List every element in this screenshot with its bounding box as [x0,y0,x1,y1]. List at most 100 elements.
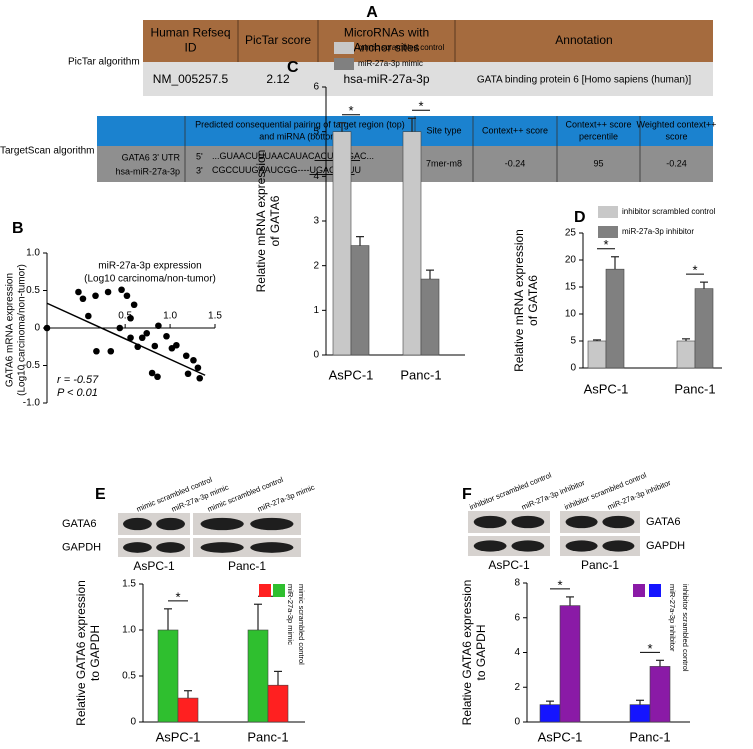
table-header-text: Context++ score [565,119,631,129]
x-tick-label: 1.0 [163,311,177,322]
y-tick-label: 10 [565,309,577,320]
scatter-point [43,324,51,332]
trend-line [46,302,206,376]
panel-letter: E [95,486,106,503]
bar [402,131,422,356]
blot-band [156,517,185,531]
x-tick-label: 1.5 [208,311,222,322]
band-label: GATA6 [62,518,96,530]
y-tick-label: 1 [313,305,319,316]
bar [332,131,352,356]
y-tick-label: 4 [514,647,520,658]
blot-band [200,517,244,531]
blot-band [156,542,185,553]
legend-swatch [598,226,618,238]
error-bar [356,236,364,246]
scatter-point [92,292,99,300]
error-bar [566,596,574,606]
bar [676,340,696,369]
y-axis-label: Relative mRNA expression [512,229,526,372]
table-cell: -0.24 [505,158,526,168]
y-tick-label: 25 [565,228,577,239]
error-bar [682,338,690,341]
blot-band [473,515,507,529]
x-axis-label: (Log10 carcinoma/non-tumor) [84,274,216,285]
table-header-text: Predicted consequential pairing of targe… [195,119,405,129]
legend-label: inhibitor scrambled control [622,207,716,216]
table-label: PicTar algorithm [68,57,140,68]
error-bar [656,659,664,667]
scatter-point [127,314,134,322]
table-header-text: Annotation [555,33,612,47]
scatter-point [104,288,112,296]
panel-letter: C [287,59,299,76]
y-tick-label: 5 [570,336,576,347]
scatter-point [155,322,162,330]
table-header-text: PicTar score [245,33,311,47]
x-tick-label: Panc-1 [629,729,670,744]
legend-swatch [334,58,354,70]
x-tick-label: Panc-1 [674,381,715,396]
legend-swatch [259,584,271,597]
lane-label: inhibitor scrambled control [468,470,553,511]
error-bar [636,699,644,705]
x-tick-label: 0.5 [118,311,132,322]
scatter-point [184,370,192,378]
table-cell: 2.12 [266,72,290,86]
y-axis-label: of GATA6 [268,195,282,246]
table-header-text: score [665,131,687,141]
bar [587,340,607,369]
table-header-text: MicroRNAs with [344,26,429,40]
y-tick-label: -0.5 [23,360,41,371]
significance-label: * [692,263,697,278]
table-header-text: percentile [579,131,618,141]
bar [649,666,671,723]
legend-swatch [633,584,645,597]
legend-label: miR-27a-3p inhibitor [622,227,694,236]
x-axis-label: miR-27a-3p expression [98,261,201,272]
error-bar [274,670,282,686]
bar [605,268,625,369]
significance-label: * [557,577,562,592]
band-label: GATA6 [646,516,680,528]
y-axis-label: to GAPDH [474,624,488,680]
table-label: TargetScan algorithm [0,146,95,157]
pairing-seq: CGCCUUGAAUCGG----UGACACUU [212,165,361,175]
error-bar [700,281,708,289]
bar [350,245,370,356]
scatter-point [79,295,87,303]
x-tick-label: AsPC-1 [329,367,374,382]
panel-letter: D [574,209,586,226]
table-header-text: Weighted context++ [637,119,717,129]
seq-part: CGCCUUGAAUCGG---- [212,165,310,175]
bar [559,605,581,723]
legend-label: mimic scrambled control [358,43,444,52]
legend-swatch [273,584,285,597]
blot-band [511,515,545,529]
panel-letter: F [462,486,472,503]
scatter-point [151,342,159,350]
bar [157,629,179,723]
panel-letter: B [12,220,24,237]
bar [629,704,651,723]
scatter-point [154,373,161,381]
row-label: GATA6 3' UTR [122,152,181,162]
legend-swatch [598,206,618,218]
scatter-point [85,312,92,320]
y-tick-label: 4 [313,171,319,182]
scatter-point [143,329,151,337]
legend-label: mimic scrambled control [297,584,306,665]
bar [420,278,440,356]
error-bar [408,117,416,132]
scatter-point [93,347,100,355]
legend-swatch [649,584,661,597]
annotation: r = -0.57 [57,374,99,386]
x-tick-label: AsPC-1 [538,729,583,744]
table-header-text: ID [185,41,197,55]
table-header-text: Human Refseq [150,26,230,40]
table-cell: hsa-miR-27a-3p [343,72,429,86]
scatter-point [107,347,115,355]
error-bar [611,256,619,270]
error-bar [546,700,554,705]
blot-band [123,542,152,553]
